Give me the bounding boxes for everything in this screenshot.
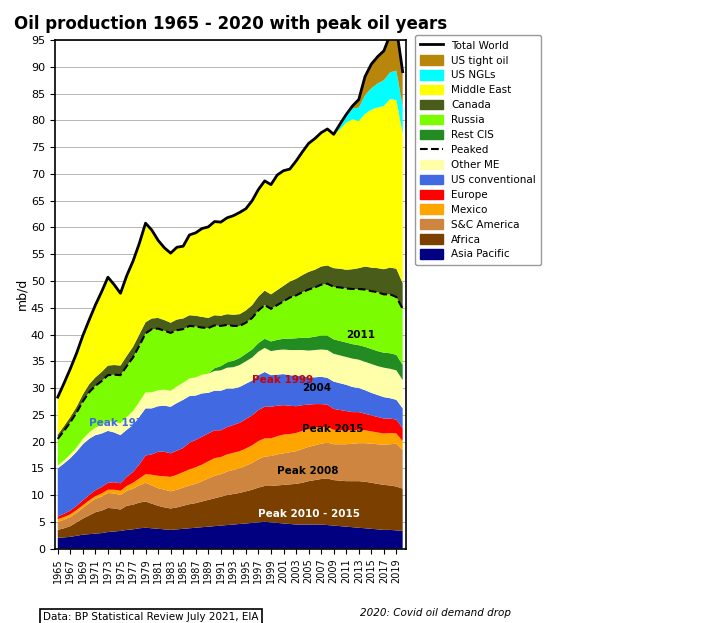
Text: Peak 2010 - 2015: Peak 2010 - 2015 xyxy=(258,509,361,519)
Text: 2004: 2004 xyxy=(302,383,331,393)
Y-axis label: mb/d: mb/d xyxy=(15,278,28,310)
Total World xyxy=(248,197,256,204)
Text: Data: BP Statistical Review July 2021, EIA: Data: BP Statistical Review July 2021, E… xyxy=(43,612,258,622)
Total World xyxy=(60,379,68,387)
Peaked xyxy=(398,305,407,313)
Peaked xyxy=(248,314,256,321)
Legend: Total World, US tight oil, US NGLs, Middle East, Canada, Russia, Rest CIS, Peake: Total World, US tight oil, US NGLs, Midd… xyxy=(415,35,541,265)
Total World xyxy=(317,129,325,136)
Text: 2011: 2011 xyxy=(346,330,375,340)
Total World xyxy=(53,393,62,401)
Peaked xyxy=(266,305,275,313)
Text: Peak 1970: Peak 1970 xyxy=(89,418,150,428)
Peaked xyxy=(60,427,68,435)
Total World xyxy=(392,24,401,32)
Text: Peak 2015: Peak 2015 xyxy=(302,424,364,434)
Total World xyxy=(179,242,187,250)
Line: Total World: Total World xyxy=(58,28,402,397)
Peaked xyxy=(317,281,325,288)
Total World xyxy=(266,181,275,188)
Title: Oil production 1965 - 2020 with peak oil years: Oil production 1965 - 2020 with peak oil… xyxy=(14,15,447,33)
Peaked xyxy=(179,325,187,333)
Peaked xyxy=(323,280,332,287)
Total World xyxy=(279,167,288,174)
Total World xyxy=(398,68,407,75)
Peaked xyxy=(279,298,288,305)
Text: 2020: Covid oil demand drop: 2020: Covid oil demand drop xyxy=(360,607,511,617)
Text: Peak 1999: Peak 1999 xyxy=(252,375,313,386)
Peaked xyxy=(53,435,62,442)
Text: Peak 2008: Peak 2008 xyxy=(277,467,338,477)
Line: Peaked: Peaked xyxy=(58,283,402,439)
